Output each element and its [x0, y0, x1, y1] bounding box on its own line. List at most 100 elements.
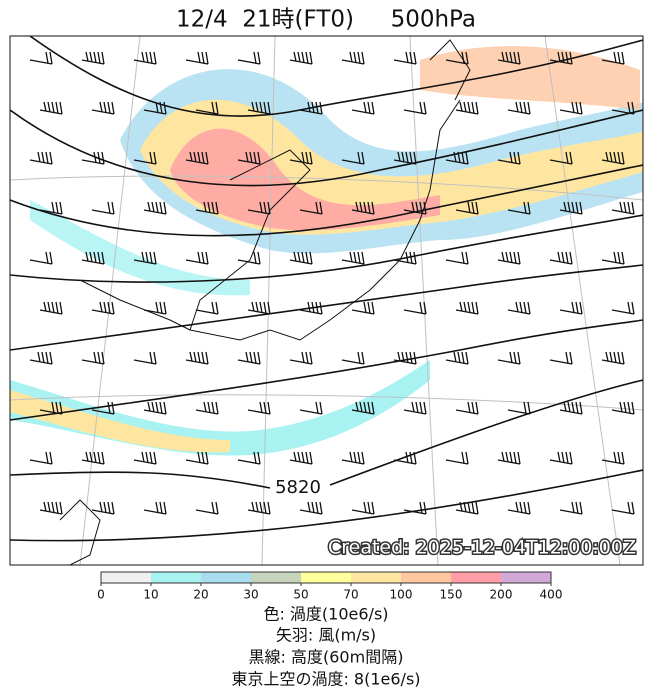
wind-barb: [29, 451, 53, 465]
wind-barb: [601, 251, 625, 265]
wind-barb: [185, 151, 209, 165]
colorbar-tick-label: 200: [490, 588, 513, 602]
wind-barb: [549, 351, 573, 365]
wind-barb: [341, 151, 365, 165]
title: 12/4 21時(FT0) 500hPa: [176, 7, 476, 33]
wind-barb: [195, 401, 219, 415]
wind-barb: [549, 251, 573, 265]
wind-barb: [29, 251, 53, 265]
wind-barb: [445, 451, 469, 465]
colorbar: 0 10 20 30 50 70 100 150 200 400: [97, 571, 563, 602]
vorticity-band: [10, 390, 230, 453]
wind-barb: [81, 51, 105, 65]
wind-barb: [393, 351, 417, 365]
wind-barb: [341, 351, 365, 365]
wind-barb: [91, 301, 115, 315]
wind-barbs: [29, 51, 635, 515]
wind-barb: [403, 501, 427, 515]
wind-barb: [247, 101, 271, 115]
wind-barb: [185, 451, 209, 465]
colorbar-tick-label: 20: [193, 588, 208, 602]
wind-barb: [143, 401, 167, 415]
wind-barb: [507, 401, 531, 415]
wind-barb: [133, 151, 157, 165]
colorbar-tick-label: 10: [143, 588, 158, 602]
wind-barb: [299, 201, 323, 215]
wind-barb: [143, 201, 167, 215]
colorbar-swatch: [151, 572, 201, 583]
wind-barb: [81, 251, 105, 265]
wind-barb: [143, 301, 167, 315]
wind-barb: [559, 401, 583, 415]
wind-barb: [29, 51, 53, 65]
wind-barb: [39, 501, 63, 515]
wind-barb: [247, 401, 271, 415]
wind-barb: [133, 51, 157, 65]
wind-barb: [445, 251, 469, 265]
colorbar-swatch: [501, 572, 551, 583]
wind-barb: [133, 351, 157, 365]
wind-barb: [403, 101, 427, 115]
wind-barb: [289, 451, 313, 465]
wind-barb: [341, 451, 365, 465]
wind-barb: [81, 151, 105, 165]
wind-barb: [549, 151, 573, 165]
colorbar-tick-label: 70: [343, 588, 358, 602]
wind-barb: [195, 101, 219, 115]
wind-barb: [29, 351, 53, 365]
wind-barb: [185, 351, 209, 365]
wind-barb: [247, 201, 271, 215]
vorticity-band: [420, 46, 640, 110]
wind-barb: [133, 251, 157, 265]
colorbar-frame: [100, 571, 552, 584]
wind-barb: [237, 51, 261, 65]
colorbar-swatch: [351, 572, 401, 583]
colorbar-swatch: [451, 572, 501, 583]
wind-barb: [351, 501, 375, 515]
wind-barb: [247, 301, 271, 315]
wind-barb: [351, 101, 375, 115]
caption-line: 矢羽: 風(m/s): [276, 626, 376, 645]
wind-barb: [507, 501, 531, 515]
wind-barb: [237, 451, 261, 465]
wind-barb: [237, 251, 261, 265]
wind-barb: [237, 351, 261, 365]
wind-barb: [497, 451, 521, 465]
wind-barb: [559, 101, 583, 115]
caption-line: 黒線: 高度(60m間隔): [249, 648, 404, 667]
wind-barb: [133, 451, 157, 465]
wind-barb: [611, 301, 635, 315]
wind-barb: [351, 201, 375, 215]
colorbar-tick-label: 400: [540, 588, 563, 602]
wind-barb: [403, 401, 427, 415]
wind-barb: [445, 351, 469, 365]
wind-barb: [195, 201, 219, 215]
created-stamp: Created: 2025-12-04T12:00:00Z: [328, 537, 636, 559]
colorbar-tick-label: 0: [97, 588, 105, 602]
wind-barb: [601, 51, 625, 65]
colorbar-tick-label: 150: [440, 588, 463, 602]
map-background: [10, 36, 643, 565]
wind-barb: [143, 501, 167, 515]
wind-barb: [559, 501, 583, 515]
wind-barb: [455, 301, 479, 315]
wind-barb: [549, 51, 573, 65]
wind-barb: [497, 51, 521, 65]
wind-barb: [39, 201, 63, 215]
wind-barb: [611, 501, 635, 515]
wind-barb: [445, 51, 469, 65]
wind-barb: [497, 251, 521, 265]
wind-barb: [601, 351, 625, 365]
colorbar-swatch: [201, 572, 251, 583]
wind-barb: [455, 201, 479, 215]
colorbar-swatch: [251, 572, 301, 583]
colorbar-swatch: [301, 572, 351, 583]
wind-barb: [403, 201, 427, 215]
wind-barb: [91, 401, 115, 415]
colorbar-tick-label: 50: [293, 588, 308, 602]
wind-barb: [507, 301, 531, 315]
wind-barb: [507, 201, 531, 215]
wind-barb: [247, 501, 271, 515]
wind-barb: [91, 101, 115, 115]
wind-barb: [195, 301, 219, 315]
